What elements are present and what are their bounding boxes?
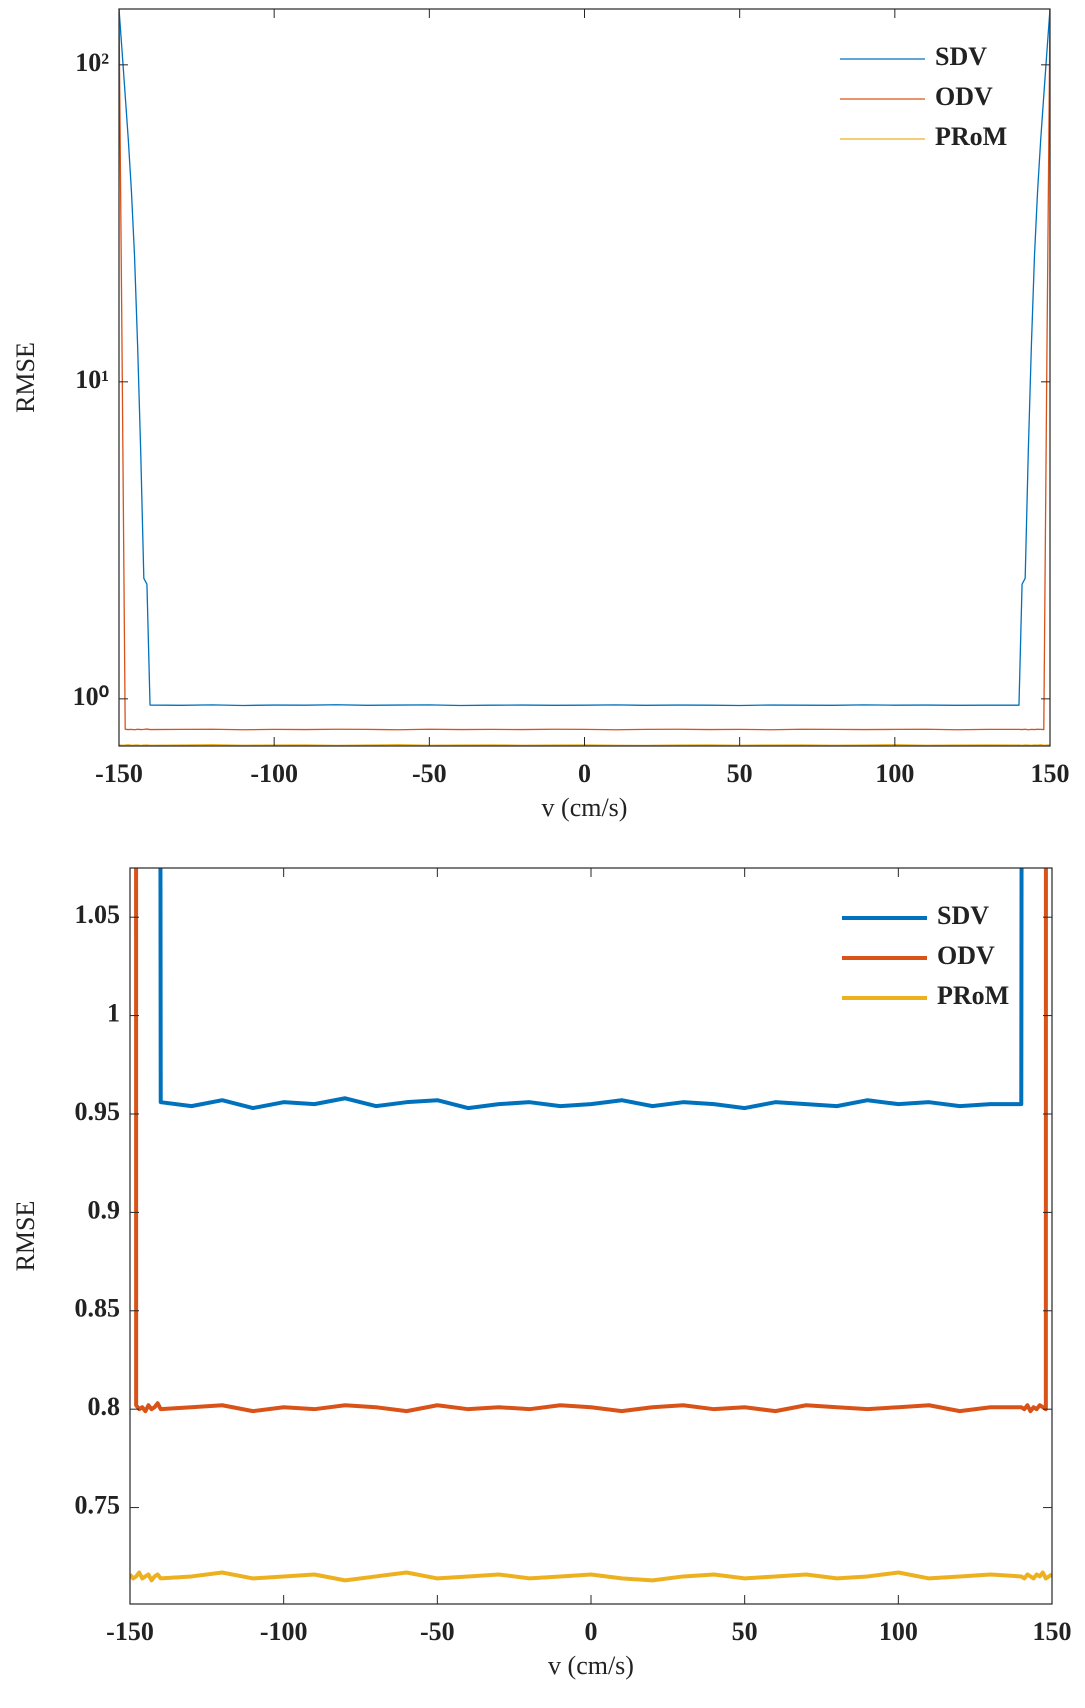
x-tick-label: -50 <box>412 759 447 788</box>
axes-frame <box>118 8 1051 747</box>
y-tick-label: 10² <box>75 48 109 77</box>
y-tick-label: 10¹ <box>75 365 109 394</box>
y-tick-label: 1 <box>107 999 120 1028</box>
x-tick-label: 100 <box>875 759 914 788</box>
legend-label: ODV <box>937 941 995 970</box>
legend-label: ODV <box>935 82 993 111</box>
series-line <box>130 1570 1052 1583</box>
chart: -150 -100 -50 0 50 100 150 0.75 0.8 0.85 0.9 0.95 1 1… <box>11 867 1072 1680</box>
y-tick-label: 10⁰ <box>73 682 109 711</box>
series-line <box>119 9 1050 707</box>
x-tick-label: -50 <box>420 1617 455 1646</box>
x-tick-label: 0 <box>578 759 591 788</box>
y-tick-label: 0.8 <box>88 1392 121 1421</box>
x-tick-label: 100 <box>879 1617 918 1646</box>
x-tick-label: -100 <box>260 1617 308 1646</box>
chart: -150 -100 -50 0 50 100 150 10⁰ 10¹ 10² v (cm/s) RMS… <box>11 8 1070 822</box>
y-tick-label: 0.75 <box>75 1491 121 1520</box>
x-tick-label: 50 <box>732 1617 758 1646</box>
x-tick-label: 150 <box>1031 759 1070 788</box>
x-tick-label: -150 <box>95 759 143 788</box>
y-tick-label: 1.05 <box>75 900 121 929</box>
y-tick-label: 0.85 <box>75 1294 121 1323</box>
legend-label: SDV <box>937 901 989 930</box>
x-tick-label: 50 <box>727 759 753 788</box>
x-tick-label: 150 <box>1033 1617 1072 1646</box>
legend-label: SDV <box>935 42 987 71</box>
x-tick-label: 0 <box>585 1617 598 1646</box>
y-tick-label: 0.95 <box>75 1097 121 1126</box>
series-line <box>134 868 1048 1414</box>
x-axis-label: v (cm/s) <box>542 793 628 822</box>
series-line <box>119 9 1050 731</box>
y-axis-label: RMSE <box>11 1201 40 1272</box>
axes-frame <box>129 867 1053 1605</box>
series-line <box>158 868 1024 1111</box>
y-tick-label: 0.9 <box>88 1195 121 1224</box>
x-tick-label: -100 <box>250 759 298 788</box>
legend-label: PRoM <box>935 122 1007 151</box>
legend-label: PRoM <box>937 981 1009 1010</box>
y-axis-label: RMSE <box>11 342 40 413</box>
x-axis-label: v (cm/s) <box>548 1651 634 1680</box>
x-tick-label: -150 <box>106 1617 154 1646</box>
